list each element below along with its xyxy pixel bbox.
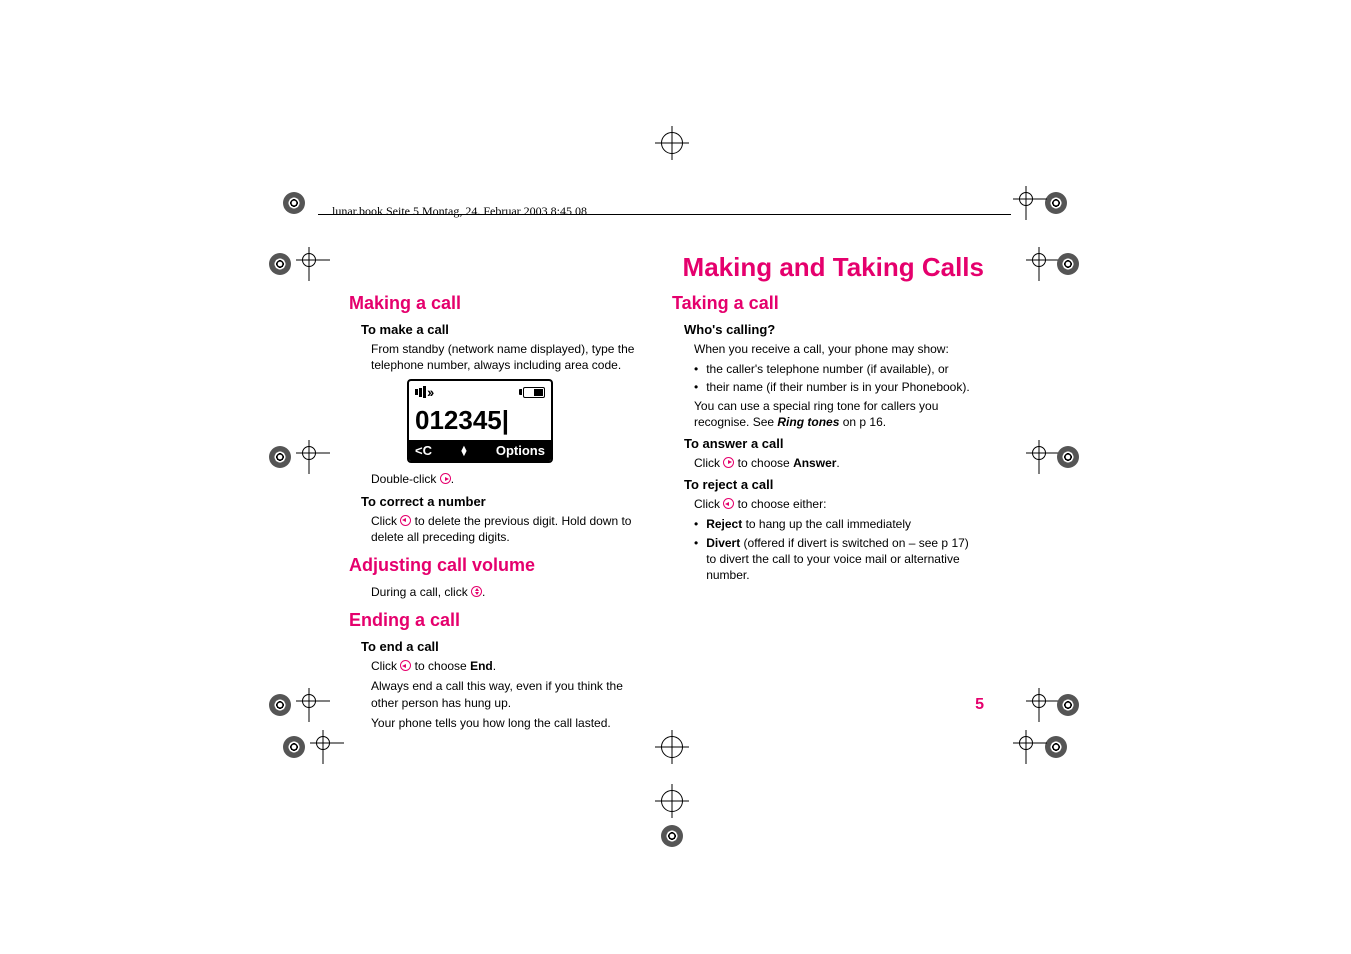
heading-answer: To answer a call — [684, 436, 972, 451]
heading-correct: To correct a number — [361, 494, 649, 509]
bullet-item: •Divert (offered if divert is switched o… — [694, 535, 972, 584]
reg-mark-icon — [283, 192, 305, 214]
text: Reject to hang up the call immediately — [706, 516, 911, 532]
nav-right-icon — [440, 473, 451, 484]
text-standby: From standby (network name displayed), t… — [371, 341, 649, 373]
reg-mark-icon — [1032, 694, 1046, 708]
text: the caller's telephone number (if availa… — [706, 361, 948, 377]
reg-mark-icon — [283, 736, 305, 758]
screen-softkeys: <C ▲▼ Options — [409, 440, 551, 461]
reg-mark-icon — [269, 253, 291, 275]
reg-mark-icon — [661, 132, 683, 154]
reg-mark-icon — [269, 446, 291, 468]
left-column: Making a call To make a call From standb… — [349, 293, 649, 735]
reg-mark-icon — [1057, 446, 1079, 468]
reg-mark-icon — [1045, 736, 1067, 758]
heading-taking: Taking a call — [672, 293, 972, 314]
bullet-item: •their name (if their number is in your … — [694, 379, 972, 395]
heading-reject: To reject a call — [684, 477, 972, 492]
reg-mark-icon — [1057, 694, 1079, 716]
nav-updown-icon — [471, 586, 482, 597]
text-ringtone: You can use a special ring tone for call… — [694, 398, 972, 430]
reg-mark-icon — [1057, 253, 1079, 275]
text-end: Click to choose End. — [371, 658, 649, 674]
text: Click — [371, 659, 400, 673]
text: on p 16. — [839, 415, 886, 429]
page-number: 5 — [975, 696, 984, 714]
nav-right-icon — [723, 457, 734, 468]
reg-mark-icon — [1019, 192, 1033, 206]
reg-mark-icon — [269, 694, 291, 716]
text: Reject — [706, 517, 742, 531]
nav-arrows-icon: ▲▼ — [459, 446, 468, 455]
reg-mark-icon — [661, 790, 683, 812]
reg-mark-icon — [1019, 736, 1033, 750]
nav-left-icon — [400, 660, 411, 671]
bullet-item: •the caller's telephone number (if avail… — [694, 361, 972, 377]
heading-adjust: Adjusting call volume — [349, 555, 649, 576]
reg-mark-icon — [302, 446, 316, 460]
nav-left-icon — [723, 498, 734, 509]
right-column: Taking a call Who's calling? When you re… — [672, 293, 972, 585]
nav-left-icon — [400, 515, 411, 526]
text-receive: When you receive a call, your phone may … — [694, 341, 972, 357]
text: Divert (offered if divert is switched on… — [706, 535, 972, 584]
page-title: Making and Taking Calls — [683, 252, 984, 283]
text-end-always: Always end a call this way, even if you … — [371, 678, 649, 710]
heading-to-make: To make a call — [361, 322, 649, 337]
header-text: lunar.book Seite 5 Montag, 24. Februar 2… — [332, 204, 587, 219]
text-end-tells: Your phone tells you how long the call l… — [371, 715, 649, 731]
text: During a call, click — [371, 585, 471, 599]
reg-mark-icon — [302, 253, 316, 267]
softkey-left: <C — [415, 443, 432, 458]
signal-icon: ›› — [415, 384, 432, 400]
reg-mark-icon — [661, 736, 683, 758]
text-answer: Click to choose Answer. — [694, 455, 972, 471]
softkey-right: Options — [496, 443, 545, 458]
text: Ring tones — [777, 415, 839, 429]
text: Answer — [793, 456, 836, 470]
text: Click — [694, 456, 723, 470]
text: to choose — [734, 456, 793, 470]
text: Click — [694, 497, 723, 511]
heading-to-end: To end a call — [361, 639, 649, 654]
text: their name (if their number is in your P… — [706, 379, 969, 395]
reg-mark-icon — [1045, 192, 1067, 214]
heading-ending: Ending a call — [349, 610, 649, 631]
text: (offered if divert is switched on – see … — [706, 536, 969, 582]
phone-screen: ›› 012345| <C ▲▼ Options — [407, 379, 553, 463]
text-adjust: During a call, click . — [371, 584, 649, 600]
text: Divert — [706, 536, 740, 550]
text: to hang up the call immediately — [742, 517, 911, 531]
bullet-item: •Reject to hang up the call immediately — [694, 516, 972, 532]
screen-statusbar: ›› — [409, 381, 551, 403]
text: End — [470, 659, 493, 673]
heading-who: Who's calling? — [684, 322, 972, 337]
reg-mark-icon — [316, 736, 330, 750]
text: Click — [371, 514, 400, 528]
text-correct: Click to delete the previous digit. Hold… — [371, 513, 649, 545]
reg-mark-icon — [1032, 253, 1046, 267]
text-doubleclick: Double-click . — [371, 471, 649, 487]
battery-icon — [519, 387, 545, 398]
reg-mark-icon — [302, 694, 316, 708]
text: to choose — [411, 659, 470, 673]
text: Double-click — [371, 472, 440, 486]
screen-number: 012345| — [409, 403, 551, 440]
heading-making-call: Making a call — [349, 293, 649, 314]
reg-mark-icon — [1032, 446, 1046, 460]
text-reject: Click to choose either: — [694, 496, 972, 512]
reg-mark-icon — [661, 825, 683, 847]
text: to choose either: — [734, 497, 826, 511]
